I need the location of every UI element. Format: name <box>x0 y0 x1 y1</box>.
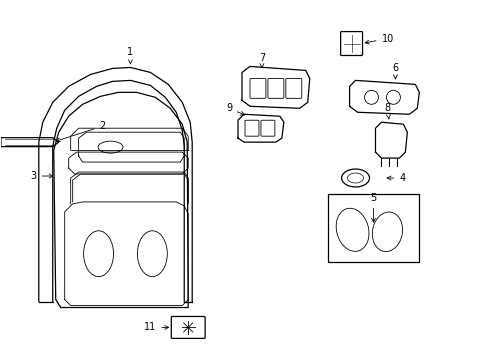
Text: 9: 9 <box>225 103 244 115</box>
Text: 3: 3 <box>31 171 53 181</box>
Text: 1: 1 <box>127 48 133 64</box>
Bar <box>327 194 419 262</box>
Text: 5: 5 <box>369 193 376 222</box>
Text: 8: 8 <box>384 103 390 119</box>
Text: 4: 4 <box>386 173 405 183</box>
Text: 10: 10 <box>365 33 393 44</box>
Text: 2: 2 <box>56 121 105 142</box>
Text: 7: 7 <box>258 54 264 68</box>
Text: 6: 6 <box>391 63 398 79</box>
Text: 11: 11 <box>144 323 168 332</box>
